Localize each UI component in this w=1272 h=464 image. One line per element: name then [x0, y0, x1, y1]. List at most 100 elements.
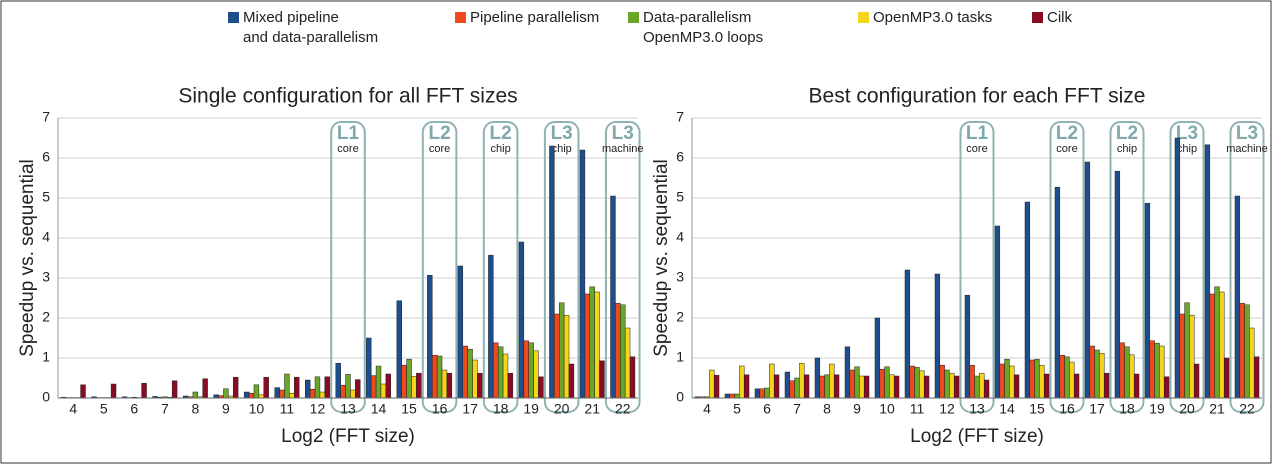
bar	[523, 340, 529, 399]
bar	[1249, 327, 1255, 399]
bar	[1034, 358, 1040, 399]
x-tick-label: 9	[222, 401, 230, 417]
x-tick-label: 14	[371, 401, 387, 417]
x-tick-label: 21	[1209, 401, 1225, 417]
bar	[80, 384, 86, 399]
annotation-note: machine	[1226, 143, 1268, 155]
bar	[1009, 365, 1015, 399]
bar	[919, 370, 925, 399]
bar	[305, 379, 311, 399]
bar	[944, 369, 950, 399]
bar	[969, 364, 975, 399]
bar	[599, 360, 605, 399]
bar	[844, 346, 851, 399]
bar	[1073, 373, 1080, 399]
bar	[1029, 359, 1035, 399]
bar	[335, 362, 341, 399]
bar	[284, 373, 290, 399]
chart-title: Single configuration for all FFT sizes	[178, 85, 517, 108]
annotation-label: L3	[551, 123, 573, 144]
legend-swatch	[1032, 12, 1043, 23]
bar	[1103, 372, 1110, 399]
annotation-label: L2	[1056, 123, 1078, 144]
bar	[467, 348, 473, 399]
bar	[1013, 374, 1020, 399]
bar	[1163, 376, 1170, 399]
bar	[232, 376, 239, 399]
bar	[589, 286, 595, 399]
bar	[784, 371, 791, 399]
bar	[497, 346, 504, 399]
y-tick-label: 5	[42, 189, 50, 205]
bar	[629, 356, 636, 399]
bar	[579, 149, 586, 399]
bar	[983, 379, 990, 399]
x-tick-label: 19	[523, 401, 539, 417]
bar	[324, 376, 330, 399]
bar	[385, 373, 391, 399]
bar	[1209, 293, 1215, 399]
bar	[462, 345, 468, 399]
bar	[610, 195, 616, 399]
bar	[1234, 195, 1241, 399]
y-tick-label: 3	[42, 269, 50, 285]
bar	[1189, 314, 1195, 399]
bar	[563, 314, 570, 399]
x-tick-label: 21	[584, 401, 600, 417]
bar	[401, 364, 407, 399]
bar	[457, 265, 464, 399]
annotation-box	[421, 121, 458, 413]
y-tick-label: 1	[42, 349, 50, 365]
bar	[533, 350, 539, 399]
bar	[953, 375, 960, 399]
bar	[1239, 302, 1245, 399]
bar	[558, 302, 565, 399]
bar	[994, 225, 1001, 399]
bar	[319, 391, 326, 399]
x-tick-label: 7	[161, 401, 169, 417]
bar	[709, 369, 715, 399]
bar	[110, 383, 117, 399]
bar	[1094, 349, 1100, 399]
annotation-box	[604, 121, 641, 413]
x-tick-label: 15	[1029, 401, 1045, 417]
bar	[1004, 358, 1010, 399]
bar	[1099, 352, 1105, 399]
bar	[713, 374, 720, 399]
x-tick-label: 4	[703, 401, 711, 417]
x-tick-label: 18	[493, 401, 509, 417]
x-tick-label: 8	[823, 401, 831, 417]
bar	[1154, 342, 1160, 399]
x-tick-label: 10	[249, 401, 265, 417]
bar	[1179, 313, 1185, 399]
bar	[734, 393, 740, 399]
x-tick-label: 13	[969, 401, 985, 417]
annotation-box	[330, 121, 366, 413]
bar	[263, 376, 269, 399]
bar	[549, 145, 555, 399]
x-tick-label: 11	[280, 401, 295, 417]
x-tick-label: 18	[1119, 401, 1135, 417]
bar	[488, 254, 494, 399]
annotation-label: L3	[612, 123, 634, 144]
bar	[803, 374, 810, 399]
annotation-box	[1109, 121, 1145, 413]
bar	[289, 392, 295, 399]
bar	[624, 327, 631, 399]
bar	[472, 359, 478, 399]
bar	[355, 379, 361, 399]
bar	[1089, 345, 1095, 399]
bar	[427, 274, 433, 399]
bar	[350, 389, 356, 399]
bar	[1159, 345, 1165, 399]
y-tick-label: 4	[42, 229, 50, 245]
bar	[914, 366, 920, 399]
x-tick-label: 16	[432, 401, 448, 417]
annotation-box	[1229, 121, 1265, 413]
legend-swatch	[228, 12, 239, 23]
annotation-label: L2	[1116, 123, 1138, 144]
bar	[724, 393, 731, 399]
bar	[554, 313, 560, 399]
